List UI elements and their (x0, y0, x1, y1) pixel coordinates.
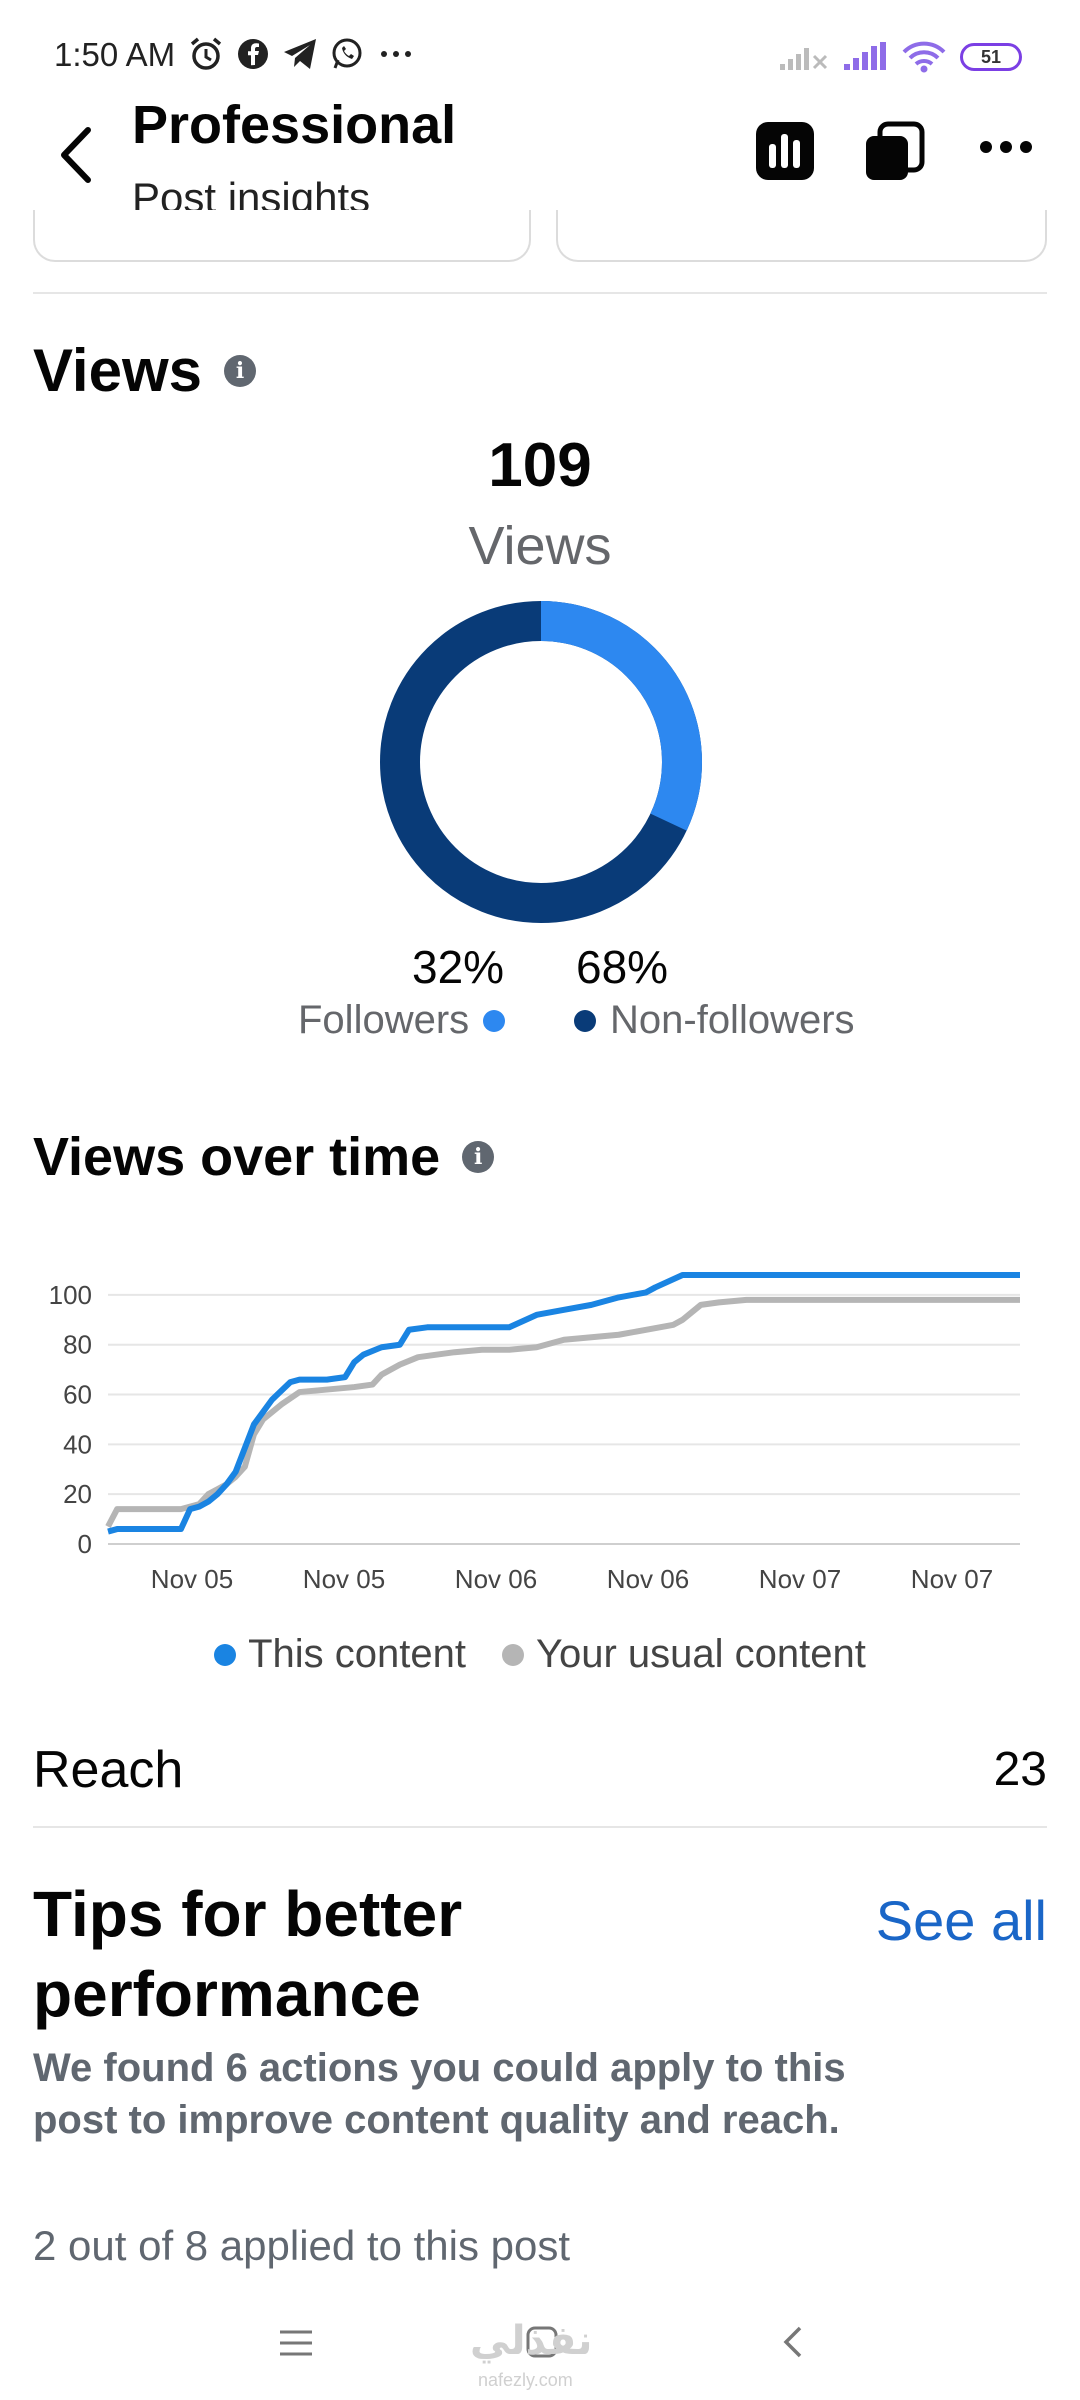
tips-applied-count: 2 out of 8 applied to this post (33, 2222, 571, 2269)
views-heading: Views i (33, 336, 257, 405)
back-button[interactable] (50, 120, 110, 190)
top-app-bar: Professional Post insights (0, 90, 1080, 210)
back-arrow-icon (61, 127, 91, 183)
back-triangle-icon[interactable] (778, 2322, 808, 2362)
signal-off-icon (780, 48, 828, 70)
series-line-this-content (107, 1271, 1020, 1535)
whatsapp-icon (332, 38, 362, 69)
wifi-icon (902, 41, 946, 73)
x-tick-label: Nov 06 (455, 1564, 537, 1594)
y-tick-label: 0 (78, 1529, 92, 1559)
legend-usual-content-label: Your usual content (536, 1632, 866, 1676)
signal-icon (844, 42, 886, 70)
page-subtitle: Post insights (132, 174, 371, 210)
followers-percent: 32% (412, 941, 505, 993)
tips-description: We found 6 actions you could apply to th… (33, 2046, 846, 2142)
bar-chart-icon (756, 122, 814, 180)
system-nav-bar (0, 2300, 1080, 2400)
views-over-time-chart: 0 20 40 60 80 100 Nov 05 Nov 05 Nov 06 Nov 06 Nov … (49, 1271, 1020, 1594)
y-tick-label: 40 (63, 1429, 92, 1459)
y-tick-label: 80 (63, 1330, 92, 1360)
legend-this-content-label: This content (248, 1632, 466, 1676)
this-content-dot-icon (214, 1643, 237, 1666)
engagement-card[interactable] (33, 200, 531, 262)
legend-this-content: This content (214, 1632, 466, 1677)
boost-button[interactable] (862, 120, 926, 189)
views-heading-text: Views (33, 337, 203, 404)
status-bar: 1:50 AM 51 (0, 0, 1080, 110)
watermark-url: nafezly.com (478, 2370, 573, 2390)
y-tick-label: 60 (63, 1380, 92, 1410)
insights-button[interactable] (754, 120, 816, 187)
chart-legend: This content Your usual content (0, 1632, 1080, 1677)
facebook-icon (238, 39, 268, 69)
y-tick-label: 100 (49, 1280, 92, 1310)
legend-usual-content: Your usual content (502, 1632, 866, 1677)
nonfollowers-legend: Non-followers (574, 998, 855, 1043)
copy-layers-icon (866, 121, 925, 180)
donut-followers-arc (380, 601, 702, 923)
total-views-value: 109 (488, 431, 592, 500)
x-tick-label: Nov 07 (759, 1564, 841, 1594)
x-tick-label: Nov 05 (303, 1564, 385, 1594)
battery-level: 51 (980, 46, 1002, 67)
x-tick-label: Nov 05 (151, 1564, 233, 1594)
battery-icon: 51 (960, 43, 1022, 71)
nonfollowers-dot-icon (574, 1009, 596, 1032)
views-over-time-info-icon[interactable]: i (462, 1141, 495, 1173)
x-tick-label: Nov 06 (607, 1564, 689, 1594)
telegram-icon (284, 39, 316, 69)
home-square-icon[interactable] (524, 2324, 560, 2360)
series-line-your-usual-content (105, 1296, 1020, 1528)
tips-title: Tips for better performance (33, 1878, 463, 2030)
reach-value: 23 (993, 1743, 1047, 1796)
views-info-icon[interactable]: i (224, 354, 257, 387)
more-notifications-icon (381, 51, 411, 57)
more-options-button[interactable] (978, 134, 1034, 165)
system-icons: 51 (780, 40, 1022, 74)
total-views-label: Views (468, 516, 612, 576)
views-over-time-heading: Views over time i (33, 1126, 495, 1188)
non-followers-card[interactable] (556, 200, 1047, 262)
y-tick-label: 20 (63, 1479, 92, 1509)
nonfollowers-legend-label: Non-followers (610, 998, 855, 1042)
notification-icons (188, 36, 416, 72)
status-time: 1:50 AM (54, 36, 176, 73)
x-tick-label: Nov 07 (911, 1564, 993, 1594)
page-title: Professional (132, 95, 457, 155)
reach-label: Reach (33, 1741, 184, 1799)
views-donut-chart (380, 601, 702, 923)
alarm-icon (190, 37, 222, 70)
followers-dot-icon (483, 1009, 506, 1032)
menu-icon[interactable] (276, 2326, 316, 2360)
followers-legend-label: Followers (298, 998, 470, 1042)
watermark: نفذلي (470, 2319, 593, 2363)
followers-legend: Followers (298, 998, 506, 1043)
views-over-time-heading-text: Views over time (33, 1127, 441, 1187)
divider (33, 1826, 1047, 1828)
nonfollowers-percent: 68% (576, 941, 669, 993)
divider (33, 292, 1047, 294)
see-all-link[interactable]: See all (875, 1889, 1047, 1952)
more-dots-icon (980, 141, 1032, 153)
usual-content-dot-icon (502, 1643, 524, 1666)
